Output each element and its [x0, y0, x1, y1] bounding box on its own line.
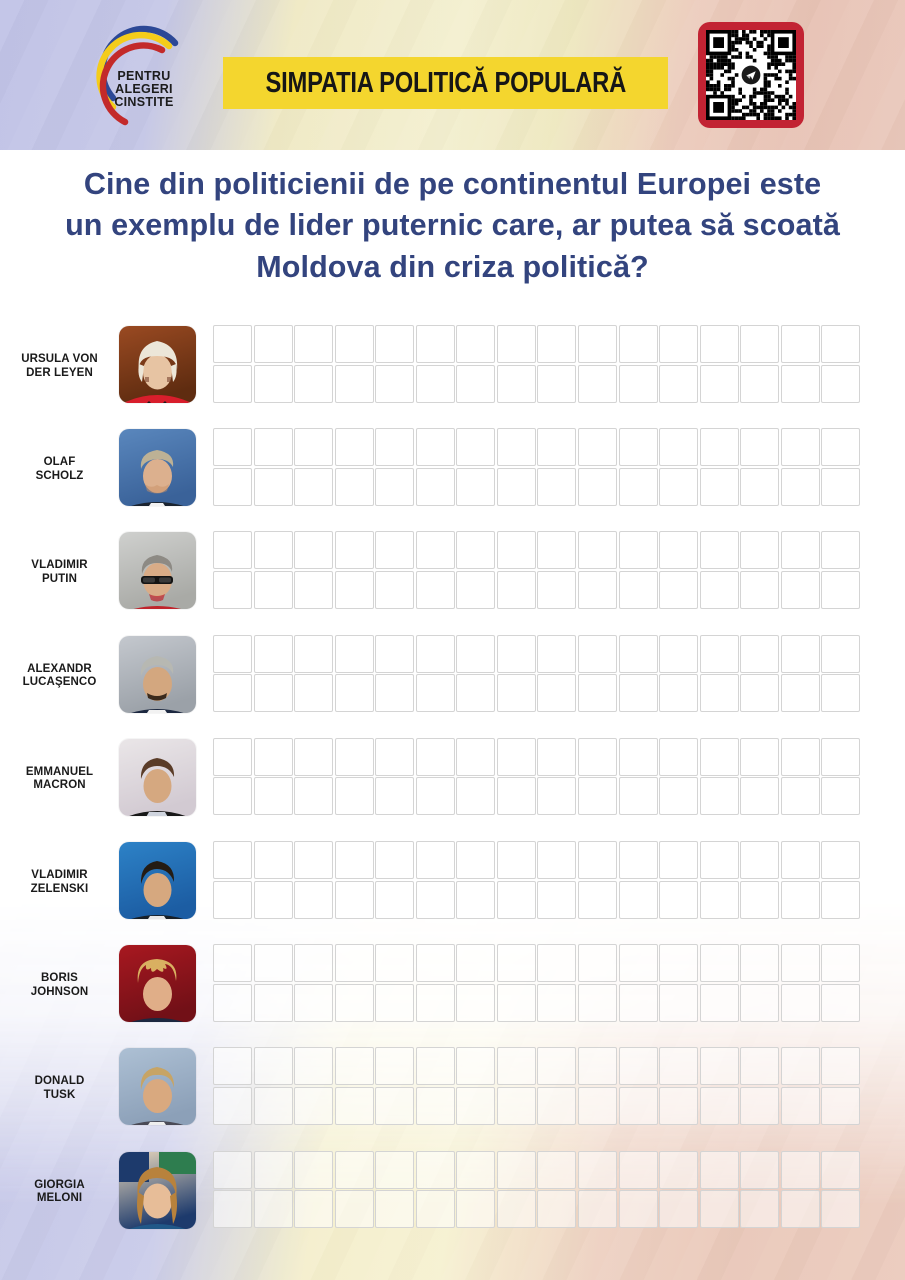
svg-text:CINSTITE: CINSTITE: [114, 95, 173, 109]
svg-text:ALEGERI: ALEGERI: [115, 82, 173, 96]
svg-text:PENTRU: PENTRU: [117, 69, 170, 83]
